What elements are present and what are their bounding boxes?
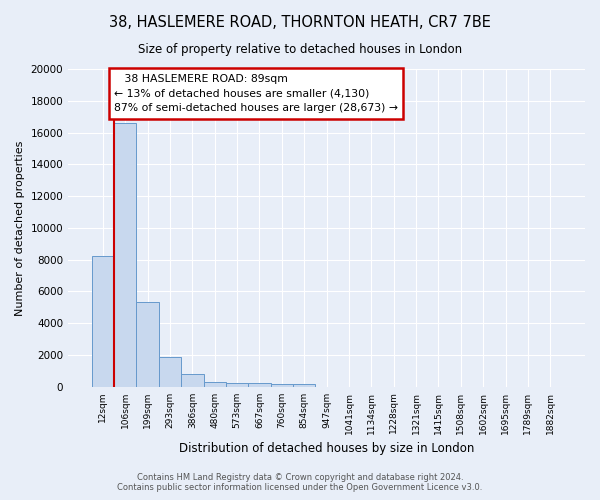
Bar <box>271 384 293 386</box>
Text: 38 HASLEMERE ROAD: 89sqm
← 13% of detached houses are smaller (4,130)
87% of sem: 38 HASLEMERE ROAD: 89sqm ← 13% of detach… <box>114 74 398 114</box>
Text: Size of property relative to detached houses in London: Size of property relative to detached ho… <box>138 42 462 56</box>
Bar <box>114 123 136 386</box>
Bar <box>248 383 271 386</box>
Bar <box>293 384 316 386</box>
Y-axis label: Number of detached properties: Number of detached properties <box>15 140 25 316</box>
Bar <box>203 382 226 386</box>
Text: 38, HASLEMERE ROAD, THORNTON HEATH, CR7 7BE: 38, HASLEMERE ROAD, THORNTON HEATH, CR7 … <box>109 15 491 30</box>
Bar <box>159 358 181 386</box>
Bar <box>181 374 203 386</box>
Text: Contains HM Land Registry data © Crown copyright and database right 2024.
Contai: Contains HM Land Registry data © Crown c… <box>118 473 482 492</box>
Bar <box>136 302 159 386</box>
Bar <box>92 256 114 386</box>
Bar <box>226 383 248 386</box>
X-axis label: Distribution of detached houses by size in London: Distribution of detached houses by size … <box>179 442 474 455</box>
